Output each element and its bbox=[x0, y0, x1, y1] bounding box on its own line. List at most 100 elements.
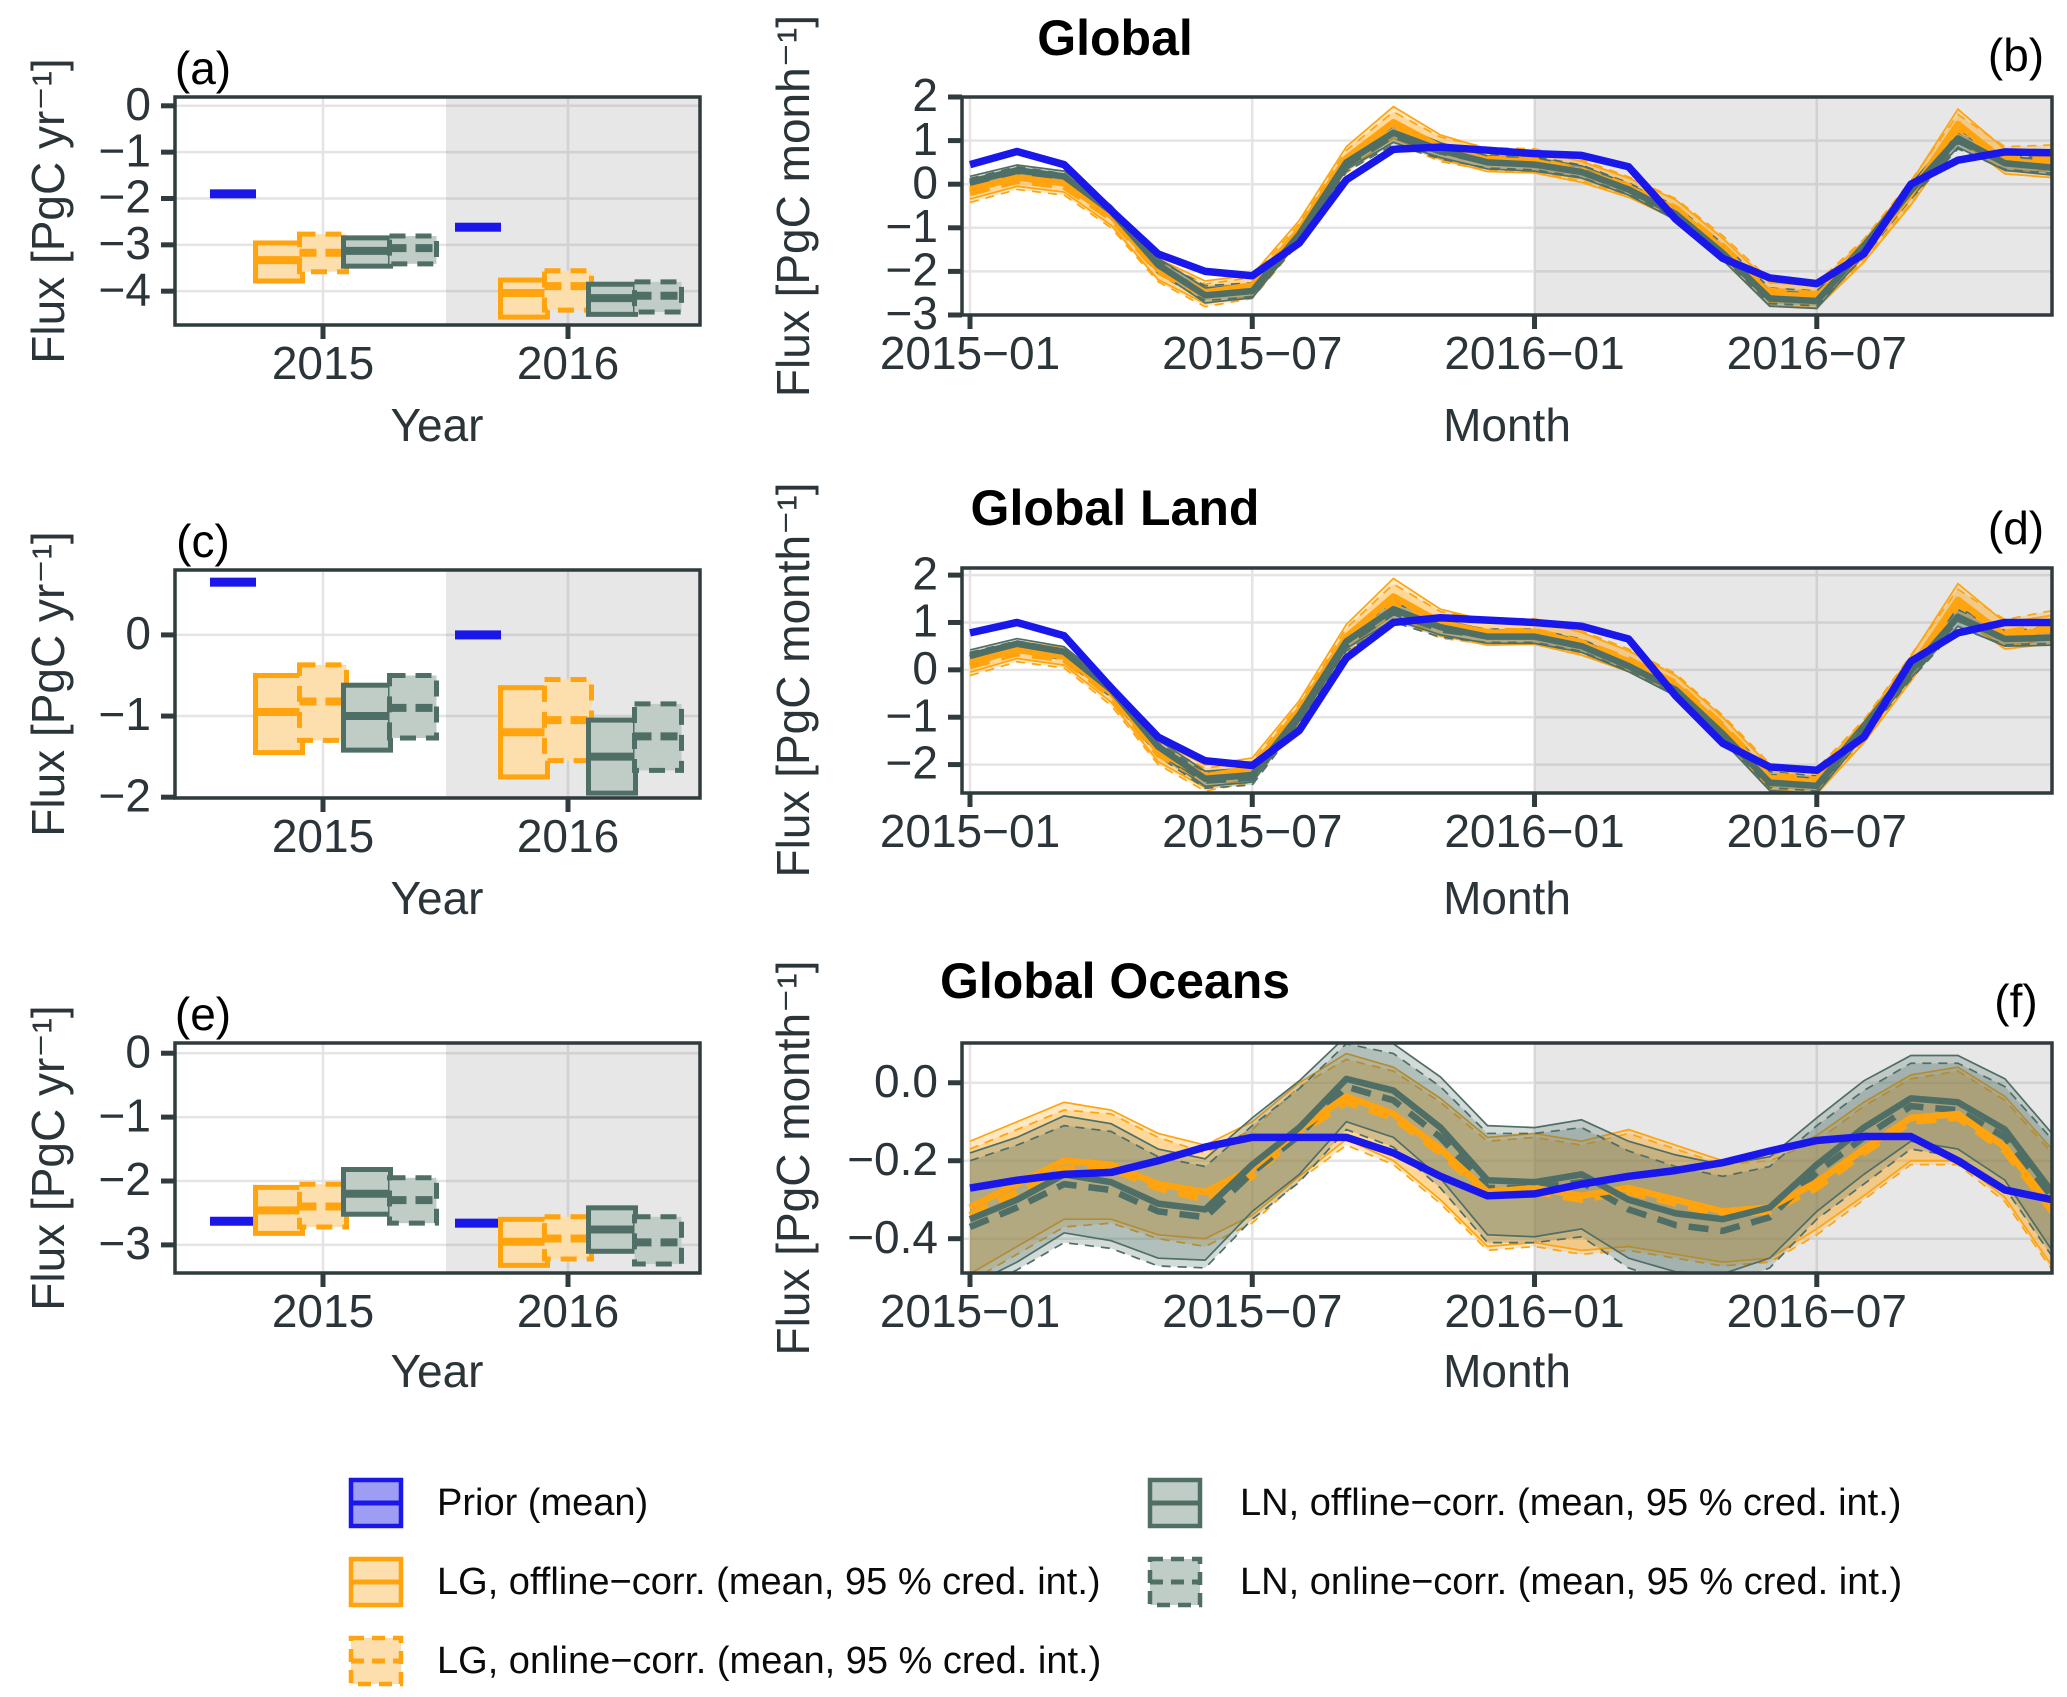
x-tick-label: 2016−01 bbox=[1444, 805, 1624, 857]
band-edge bbox=[969, 613, 2052, 793]
x-tick-label: 2015−07 bbox=[1162, 1285, 1342, 1337]
y-tick-label: 0 bbox=[912, 642, 938, 694]
y-tick-label: −3 bbox=[886, 287, 938, 339]
band-edge bbox=[969, 1043, 2052, 1166]
band-edge bbox=[969, 1052, 2052, 1162]
x-axis-label-a: Year bbox=[390, 399, 484, 451]
y-tick-label: 2 bbox=[912, 547, 938, 599]
x-axis-label-d: Month bbox=[1443, 872, 1571, 924]
panel-c-chart: 0 −1 −2 2015 2016 bbox=[99, 568, 702, 862]
plot-frame bbox=[960, 1041, 2054, 1275]
panel-letter-d: (d) bbox=[1987, 502, 2045, 554]
panel-d-chart: 210−1−2 2015−01 2015−07 2016−01 2016−07 bbox=[880, 547, 2054, 857]
y-tick-label: 2 bbox=[912, 69, 938, 121]
band-lg-solid bbox=[970, 1053, 2052, 1273]
plot-background bbox=[962, 1043, 2052, 1273]
prior-bar bbox=[210, 577, 256, 587]
panel-a-series bbox=[210, 189, 684, 320]
y-tick-label: 0 bbox=[125, 607, 151, 659]
panel-a-chart: 0−1−2−3−4 2015 2016 bbox=[99, 78, 702, 389]
y-tick-label: −2 bbox=[99, 769, 151, 821]
plot-frame bbox=[960, 566, 2054, 795]
band-edge bbox=[969, 1058, 2052, 1166]
panel-d-series bbox=[969, 577, 2052, 793]
y-tick-label: 1 bbox=[912, 595, 938, 647]
y-tick-label: 0 bbox=[125, 1025, 151, 1077]
y-tick-label: −1 bbox=[99, 688, 151, 740]
x-tick-label: 2015 bbox=[272, 1285, 374, 1337]
band-ln-solid bbox=[970, 1043, 2052, 1273]
legend-label-ln-online: LN, online−corr. (mean, 95 % cred. int.) bbox=[1240, 1561, 1903, 1603]
legend-label-lg-online: LG, online−corr. (mean, 95 % cred. int.) bbox=[437, 1640, 1102, 1682]
y-tick-label: −2 bbox=[99, 1153, 151, 1205]
panel-b-series bbox=[968, 105, 2052, 310]
band-ln-dashed bbox=[970, 1043, 2052, 1273]
panel-f-series bbox=[968, 1043, 2052, 1273]
x-axis-label-e: Year bbox=[390, 1345, 484, 1397]
y-tick-label: 1 bbox=[912, 113, 938, 165]
prior-bar bbox=[455, 1218, 501, 1228]
panel-letter-c: (c) bbox=[176, 515, 230, 567]
y-tick-label: −3 bbox=[99, 217, 151, 269]
y-tick-label: −1 bbox=[886, 689, 938, 741]
x-tick-label: 2015 bbox=[272, 337, 374, 389]
y-tick-label: 0 bbox=[125, 78, 151, 130]
x-tick-label: 2016−01 bbox=[1444, 327, 1624, 379]
x-axis-label-b: Month bbox=[1443, 399, 1571, 451]
panel-letter-b: (b) bbox=[1987, 29, 2045, 81]
prior-bar bbox=[210, 189, 256, 199]
panel-letter-a: (a) bbox=[174, 42, 232, 94]
band-lg-dashed bbox=[970, 584, 2052, 792]
band-lg-dashed bbox=[970, 1059, 2052, 1273]
mean-line-ln-solid bbox=[968, 1075, 2052, 1223]
x-axis-label-f: Month bbox=[1443, 1345, 1571, 1397]
x-tick-label: 2015−01 bbox=[880, 327, 1060, 379]
y-axis-label-e: Flux [PgC yr⁻¹] bbox=[22, 1005, 74, 1311]
plot-background bbox=[962, 97, 2052, 315]
y-tick-label: −2 bbox=[886, 737, 938, 789]
panel-letter-e: (e) bbox=[174, 988, 232, 1040]
y-axis-label-b: Flux [PgC monh⁻¹] bbox=[767, 14, 819, 398]
panel-c-series bbox=[210, 577, 684, 796]
band-edge bbox=[969, 621, 2052, 792]
y-tick-label: −0.4 bbox=[847, 1211, 938, 1263]
panel-title-global-oceans: Global Oceans bbox=[939, 953, 1291, 1009]
x-tick-label: 2016−07 bbox=[1727, 327, 1907, 379]
panel-title-global-land: Global Land bbox=[970, 480, 1260, 536]
prior-bar bbox=[455, 630, 501, 640]
y-tick-label: −4 bbox=[99, 263, 151, 315]
y-tick-label: −3 bbox=[99, 1217, 151, 1269]
x-tick-label: 2016−07 bbox=[1727, 805, 1907, 857]
x-tick-label: 2016 bbox=[517, 337, 619, 389]
x-tick-label: 2016−07 bbox=[1727, 1285, 1907, 1337]
y-tick-label: −2 bbox=[886, 244, 938, 296]
mean-line-lg-solid bbox=[968, 1093, 2052, 1215]
panel-e-chart: 0 −1 −2 −3 2015 2016 bbox=[99, 1025, 702, 1337]
y-tick-label: 0.0 bbox=[874, 1055, 938, 1107]
band-edge bbox=[1008, 1128, 2052, 1273]
x-tick-label: 2015−07 bbox=[1162, 805, 1342, 857]
prior-line bbox=[969, 613, 2052, 775]
plot-frame bbox=[173, 95, 702, 327]
box-lg-dashed bbox=[542, 268, 594, 313]
x-tick-label: 2016 bbox=[517, 810, 619, 862]
panel-letter-f: (f) bbox=[1994, 975, 2038, 1027]
panel-title-global: Global bbox=[1037, 10, 1193, 66]
box-lg-solid bbox=[498, 277, 550, 320]
plot-background bbox=[962, 568, 2052, 793]
x-tick-label: 2015 bbox=[272, 810, 374, 862]
y-tick-label: −1 bbox=[99, 124, 151, 176]
y-tick-label: −1 bbox=[886, 200, 938, 252]
x-tick-label: 2016−01 bbox=[1444, 1285, 1624, 1337]
x-tick-label: 2016 bbox=[517, 1285, 619, 1337]
y-tick-label: 0 bbox=[912, 156, 938, 208]
band-edge bbox=[983, 1144, 2052, 1273]
x-tick-label: 2015−07 bbox=[1162, 327, 1342, 379]
y-axis-label-c: Flux [PgC yr⁻¹] bbox=[22, 531, 74, 837]
legend-label-ln-offline: LN, offline−corr. (mean, 95 % cred. int.… bbox=[1240, 1482, 1902, 1524]
legend-label-lg-offline: LG, offline−corr. (mean, 95 % cred. int.… bbox=[437, 1561, 1101, 1603]
prior-line bbox=[968, 143, 2052, 288]
